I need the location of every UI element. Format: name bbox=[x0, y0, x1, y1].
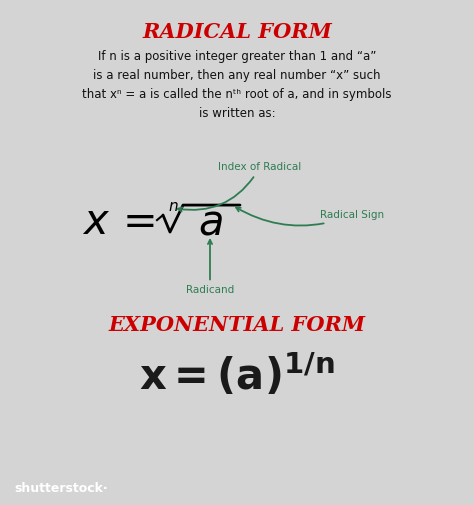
Text: Index of Radical: Index of Radical bbox=[178, 162, 301, 212]
Text: RADICAL FORM: RADICAL FORM bbox=[142, 22, 332, 42]
Text: $\mathbf{x = (a)^{1/n}}$: $\mathbf{x = (a)^{1/n}}$ bbox=[139, 352, 335, 399]
Text: shutterstock·: shutterstock· bbox=[14, 482, 108, 495]
Text: Radical Sign: Radical Sign bbox=[236, 208, 384, 226]
Text: $a$: $a$ bbox=[198, 201, 222, 243]
Text: If n is a positive integer greater than 1 and “a”
is a real number, then any rea: If n is a positive integer greater than … bbox=[82, 50, 392, 120]
Text: Radicand: Radicand bbox=[186, 240, 234, 295]
Text: $n$: $n$ bbox=[168, 200, 179, 214]
Text: $x\,=$: $x\,=$ bbox=[82, 201, 155, 243]
Text: EXPONENTIAL FORM: EXPONENTIAL FORM bbox=[109, 315, 365, 335]
